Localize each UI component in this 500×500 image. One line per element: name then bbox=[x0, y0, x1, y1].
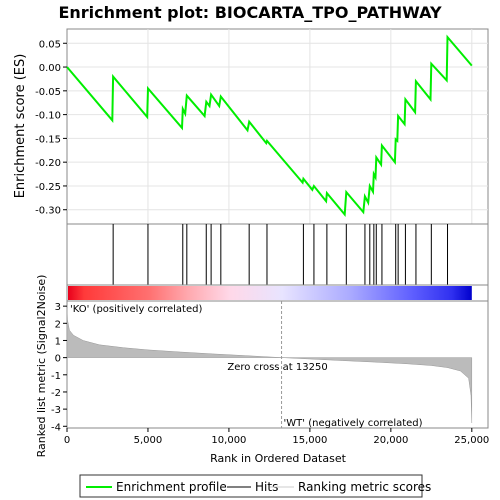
rank-x-tick-label: 5,000 bbox=[134, 435, 163, 446]
es-panel: 0.05 0.00 -0.05 -0.10 -0.15 -0.20 -0.25 -0.30 E… bbox=[13, 28, 489, 225]
rank-bar-gradient bbox=[68, 286, 472, 300]
rank-color-bar bbox=[66, 284, 489, 302]
es-y-tick-label: -0.20 bbox=[35, 158, 61, 169]
rank-y-tick-label: 2 bbox=[55, 319, 61, 330]
chart-title: Enrichment plot: BIOCARTA_TPO_PATHWAY bbox=[58, 3, 442, 22]
rank-y-tick-label: -1 bbox=[51, 371, 61, 382]
es-y-tick-label: -0.10 bbox=[35, 111, 61, 122]
rank-y-tick-label: -2 bbox=[51, 388, 61, 399]
rank-y-tick-label: 1 bbox=[55, 336, 61, 347]
hits-panel-frame bbox=[66, 223, 489, 286]
rank-x-tick-label: 25,000 bbox=[454, 435, 489, 446]
hits-panel bbox=[66, 223, 489, 286]
rank-x-axis: 0 5,000 10,000 15,000 20,000 25,000 bbox=[64, 428, 489, 446]
legend-frame bbox=[79, 474, 423, 498]
rank-y-tick-label: 0 bbox=[55, 354, 61, 365]
rank-x-tick-label: 0 bbox=[64, 435, 70, 446]
es-y-tick-label: 0.05 bbox=[39, 39, 61, 50]
rank-x-tick-label: 10,000 bbox=[211, 435, 246, 446]
rank-x-tick-label: 20,000 bbox=[373, 435, 408, 446]
es-y-tick-label: -0.05 bbox=[35, 87, 61, 98]
rank-x-axis-title: Rank in Ordered Dataset bbox=[210, 452, 347, 465]
hit-markers bbox=[112, 224, 449, 285]
es-y-tick-label: -0.25 bbox=[35, 182, 61, 193]
enrichment-profile-line bbox=[66, 34, 473, 218]
legend-label-ranking: Ranking metric scores bbox=[298, 480, 431, 494]
rank-x-tick-label: 15,000 bbox=[292, 435, 327, 446]
rank-y-axis-title: Ranked list metric (Signal2Noise) bbox=[35, 275, 48, 458]
es-y-tick-label: -0.15 bbox=[35, 134, 61, 145]
es-panel-frame bbox=[66, 28, 489, 225]
rank-y-axis: 3 2 1 0 -1 -2 -3 -4 bbox=[51, 302, 67, 433]
es-y-tick-label: -0.30 bbox=[35, 206, 61, 217]
negative-correlation-label: 'WT' (negatively correlated) bbox=[284, 418, 423, 429]
rank-y-tick-label: -4 bbox=[51, 422, 61, 433]
es-y-tick-label: 0.00 bbox=[39, 63, 61, 74]
legend: Enrichment profile Hits Ranking metric s… bbox=[79, 474, 431, 498]
rank-panel: Zero cross at 13250 'KO' (positively cor… bbox=[35, 275, 489, 465]
legend-label-hits: Hits bbox=[255, 480, 278, 494]
es-axis-title: Enrichment score (ES) bbox=[13, 54, 28, 199]
zero-cross-label: Zero cross at 13250 bbox=[227, 362, 327, 373]
rank-y-tick-label: 3 bbox=[55, 302, 61, 313]
positive-correlation-label: 'KO' (positively correlated) bbox=[70, 304, 202, 315]
es-y-axis: 0.05 0.00 -0.05 -0.10 -0.15 -0.20 -0.25 -0.30 bbox=[35, 39, 67, 217]
es-gridlines bbox=[67, 29, 488, 224]
legend-label-profile: Enrichment profile bbox=[116, 480, 227, 494]
rank-y-tick-label: -3 bbox=[51, 405, 61, 416]
